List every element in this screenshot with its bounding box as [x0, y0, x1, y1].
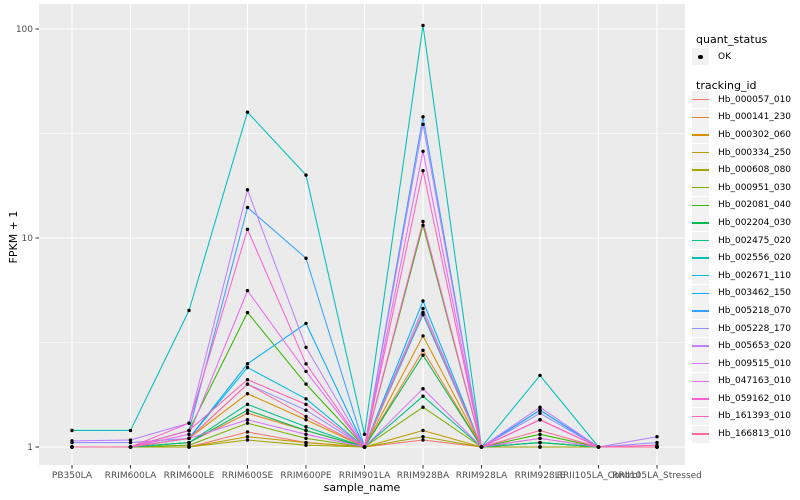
svg-text:RRIM928LA: RRIM928LA	[456, 471, 508, 481]
svg-text:RRII105LA_Stressed: RRII105LA_Stressed	[612, 471, 702, 481]
svg-text:RRIM928BA: RRIM928BA	[397, 471, 450, 481]
legend-item-Hb_000141_230: Hb_000141_230	[692, 108, 800, 127]
legend-label: Hb_009515_010	[718, 358, 792, 369]
gridlines	[39, 4, 685, 465]
legend-title-quant-status: quant_status	[696, 33, 768, 46]
legend-label-ok: OK	[718, 51, 731, 62]
line-swatch-icon	[692, 214, 709, 232]
legend-item-Hb_161393_010: Hb_161393_010	[692, 407, 800, 426]
legend-item-Hb_002556_020: Hb_002556_020	[692, 249, 800, 267]
legend-label: Hb_002556_020	[718, 253, 792, 264]
legend-label: Hb_002475_020	[718, 235, 792, 246]
legend-label: Hb_000141_230	[718, 112, 792, 123]
legend-item-Hb_000334_250: Hb_000334_250	[692, 144, 800, 162]
line-swatch-icon	[692, 320, 709, 338]
legend-item-Hb_002671_110: Hb_002671_110	[692, 267, 800, 285]
y-tick-labels: 1 10 100	[16, 25, 33, 453]
svg-text:RRIM928LE: RRIM928LE	[515, 471, 566, 481]
line-swatch-icon	[692, 108, 709, 126]
legend-label: Hb_003462_150	[718, 288, 792, 299]
legend-label: Hb_059162_010	[718, 393, 792, 404]
legend-item-Hb_003462_150: Hb_003462_150	[692, 284, 800, 303]
line-swatch-icon	[692, 196, 709, 214]
legend-item-Hb_000057_010: Hb_000057_010	[692, 91, 800, 109]
legend-label: Hb_000951_030	[718, 182, 792, 193]
legend-item-Hb_005228_170: Hb_005228_170	[692, 320, 800, 338]
svg-text:RRIM600PE: RRIM600PE	[280, 471, 332, 481]
line-swatch-icon	[692, 267, 709, 285]
legend-label: Hb_002081_040	[718, 200, 792, 211]
legend-label: Hb_161393_010	[718, 411, 792, 422]
legend-item-Hb_002204_030: Hb_002204_030	[692, 214, 800, 232]
svg-text:RRIM600SE: RRIM600SE	[222, 471, 274, 481]
svg-text:10: 10	[22, 234, 34, 244]
axis-ticks	[35, 28, 658, 469]
line-swatch-icon	[692, 355, 709, 373]
line-swatch-icon	[692, 284, 709, 302]
legend-label: Hb_166813_010	[718, 429, 792, 440]
x-axis-title: sample_name	[323, 481, 401, 494]
line-swatch-icon	[692, 425, 709, 443]
legend-title-tracking-id: tracking_id	[696, 79, 757, 92]
svg-text:RRIM600LE: RRIM600LE	[164, 471, 215, 481]
svg-text:RRIM901LA: RRIM901LA	[339, 471, 391, 481]
legend-label: Hb_000608_080	[718, 165, 792, 176]
legend-item-Hb_166813_010: Hb_166813_010	[692, 425, 800, 443]
legend-item-Hb_009515_010: Hb_009515_010	[692, 355, 800, 373]
legend-label: Hb_000057_010	[718, 94, 792, 105]
y-axis-title: FPKM + 1	[7, 210, 20, 264]
svg-text:RRIM600LA: RRIM600LA	[105, 471, 157, 481]
data-points	[70, 23, 659, 449]
legend-item-Hb_059162_010: Hb_059162_010	[692, 390, 800, 408]
legend-label: Hb_000334_250	[718, 147, 792, 158]
legend-label: Hb_002204_030	[718, 217, 792, 228]
line-swatch-icon	[692, 91, 709, 109]
point-marker-icon	[692, 48, 709, 66]
legend-item-Hb_047163_010: Hb_047163_010	[692, 372, 800, 391]
line-swatch-icon	[692, 144, 709, 162]
line-swatch-icon	[692, 179, 709, 197]
line-swatch-icon	[692, 407, 709, 425]
legend-item-Hb_002081_040: Hb_002081_040	[692, 196, 800, 215]
line-swatch-icon	[692, 161, 709, 179]
x-tick-labels: PB350LA RRIM600LA RRIM600LE RRIM600SE RRIM60…	[52, 471, 702, 481]
svg-text:RRII105LA_Control: RRII105LA_Control	[557, 471, 640, 481]
line-swatch-icon	[692, 249, 709, 267]
line-swatch-icon	[692, 337, 709, 355]
legend-label: Hb_047163_010	[718, 376, 792, 387]
legend-item-Hb_000608_080: Hb_000608_080	[692, 161, 800, 179]
svg-text:100: 100	[16, 25, 33, 35]
legend-item-quant-ok: OK	[692, 48, 731, 66]
line-swatch-icon	[692, 390, 709, 408]
line-swatch-icon	[692, 232, 709, 250]
legend: quant_status OK tracking_id Hb_000057_01…	[690, 0, 800, 500]
legend-item-Hb_002475_020: Hb_002475_020	[692, 232, 800, 250]
legend-label: Hb_005228_170	[718, 323, 792, 334]
legend-item-Hb_000951_030: Hb_000951_030	[692, 179, 800, 197]
line-swatch-icon	[692, 372, 709, 390]
legend-label: Hb_002671_110	[718, 270, 792, 281]
svg-text:1: 1	[27, 443, 33, 453]
legend-item-Hb_000302_060: Hb_000302_060	[692, 126, 800, 144]
legend-item-Hb_005218_070: Hb_005218_070	[692, 302, 800, 320]
line-swatch-icon	[692, 126, 709, 144]
legend-label: Hb_005653_020	[718, 341, 792, 352]
svg-text:PB350LA: PB350LA	[52, 471, 93, 481]
line-swatch-icon	[692, 302, 709, 320]
legend-label: Hb_000302_060	[718, 129, 792, 140]
legend-label: Hb_005218_070	[718, 305, 792, 316]
legend-tracking-items: Hb_000057_010 Hb_000141_230 Hb_000302_060 H…	[692, 91, 800, 443]
plot-panel	[39, 4, 685, 465]
legend-item-Hb_005653_020: Hb_005653_020	[692, 337, 800, 355]
